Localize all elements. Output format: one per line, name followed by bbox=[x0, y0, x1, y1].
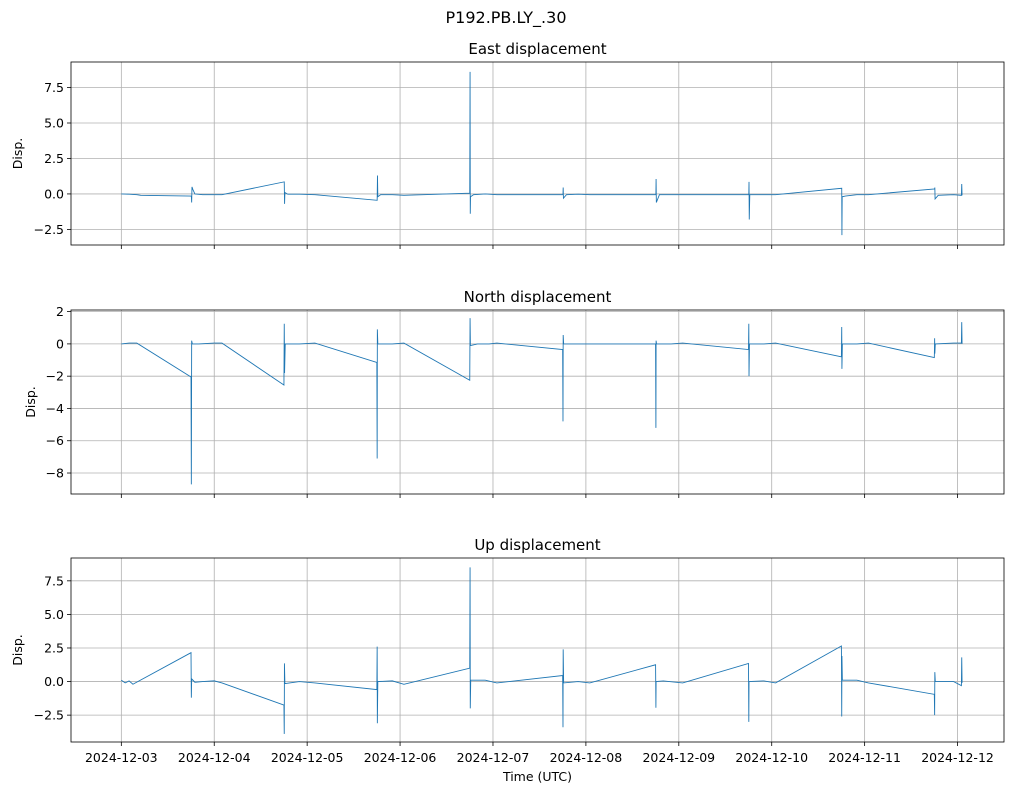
series-line-1 bbox=[121, 318, 963, 485]
axes-frame bbox=[70, 557, 1005, 743]
series-line-1 bbox=[121, 71, 963, 236]
x-tick-label: 2024-12-07 bbox=[457, 750, 530, 765]
y-tick-label: 7.5 bbox=[44, 80, 64, 95]
x-tick-label: 2024-12-03 bbox=[85, 750, 158, 765]
x-tick-label: 2024-12-08 bbox=[550, 750, 623, 765]
panel-3: −2.5 0.0 2.5 5.0 7.5 2024-12-03 2024-12-04 2024… bbox=[10, 536, 1005, 784]
y-tick-label: 5.0 bbox=[44, 116, 64, 131]
x-tick-label: 2024-12-10 bbox=[735, 750, 808, 765]
series-line-1 bbox=[121, 567, 963, 734]
panel-title: North displacement bbox=[464, 288, 612, 306]
x-tick-label: 2024-12-06 bbox=[364, 750, 437, 765]
y-tick-label: −8 bbox=[46, 466, 64, 481]
panel-1: −2.5 0.0 2.5 5.0 7.5 East displacement Disp. bbox=[10, 40, 1005, 249]
y-tick-label: 0 bbox=[56, 336, 64, 351]
y-tick-label: −6 bbox=[46, 433, 64, 448]
x-tick-label: 2024-12-12 bbox=[921, 750, 994, 765]
y-axis-label: Disp. bbox=[10, 634, 25, 666]
y-tick-label: 2.5 bbox=[44, 640, 64, 655]
y-tick-label: −2.5 bbox=[34, 222, 64, 237]
y-axis-label: Disp. bbox=[23, 386, 38, 418]
x-axis-label: Time (UTC) bbox=[502, 769, 572, 784]
x-tick-label: 2024-12-04 bbox=[178, 750, 251, 765]
panel-2: −8 −6 −4 −2 0 2 North displacement Disp. bbox=[23, 288, 1005, 498]
figure-title: P192.PB.LY_.30 bbox=[445, 8, 567, 27]
y-tick-label: −2 bbox=[46, 369, 64, 384]
y-tick-label: 0.0 bbox=[44, 186, 64, 201]
axes-frame bbox=[70, 309, 1005, 495]
x-tick-label: 2024-12-11 bbox=[828, 750, 901, 765]
y-tick-label: −2.5 bbox=[34, 708, 64, 723]
y-tick-label: −4 bbox=[46, 401, 64, 416]
y-tick-label: 2.5 bbox=[44, 151, 64, 166]
panel-title: Up displacement bbox=[474, 536, 600, 554]
x-tick-label: 2024-12-05 bbox=[271, 750, 344, 765]
x-tick-label: 2024-12-09 bbox=[642, 750, 715, 765]
y-axis-label: Disp. bbox=[10, 138, 25, 170]
y-tick-label: 5.0 bbox=[44, 607, 64, 622]
panel-title: East displacement bbox=[468, 40, 606, 58]
axes-frame bbox=[70, 61, 1005, 246]
y-tick-label: 2 bbox=[56, 304, 64, 319]
y-tick-label: 0.0 bbox=[44, 674, 64, 689]
y-tick-label: 7.5 bbox=[44, 573, 64, 588]
